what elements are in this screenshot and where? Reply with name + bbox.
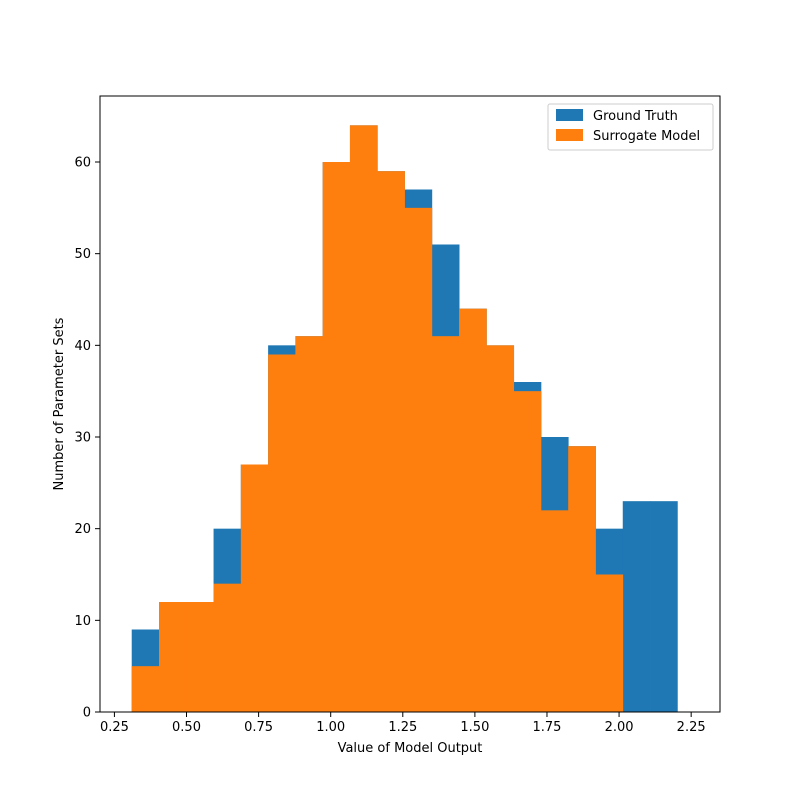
x-tick-label: 0.25 [100, 720, 129, 735]
y-tick-label: 60 [74, 156, 91, 171]
y-tick-label: 10 [74, 614, 91, 629]
bar-surrogate-model-14 [513, 391, 542, 712]
bar-ground-truth-18 [622, 501, 651, 712]
legend-swatch-ground-truth [556, 109, 583, 121]
bar-surrogate-model-8 [349, 125, 378, 712]
y-tick-label: 0 [83, 706, 91, 721]
y-tick-label: 30 [74, 431, 91, 446]
x-tick-label: 1.25 [388, 720, 417, 735]
bar-surrogate-model-15 [540, 510, 569, 712]
bar-surrogate-model-7 [322, 162, 351, 712]
legend: Ground Truth Surrogate Model [547, 103, 714, 151]
x-axis-label: Value of Model Output [338, 741, 483, 756]
x-tick-label: 0.75 [244, 720, 273, 735]
bar-surrogate-model-5 [268, 354, 296, 712]
bar-surrogate-model-17 [595, 574, 624, 712]
bars-layer [131, 125, 678, 713]
bar-surrogate-model-9 [377, 171, 405, 713]
x-tick-label: 1.00 [316, 720, 345, 735]
bar-ground-truth-19 [650, 501, 678, 712]
bar-surrogate-model-12 [459, 308, 487, 712]
x-tick-label: 1.75 [533, 720, 562, 735]
legend-frame [547, 103, 714, 151]
y-tick-label: 20 [74, 522, 91, 537]
bar-surrogate-model-6 [295, 336, 324, 712]
bar-surrogate-model-2 [186, 602, 214, 712]
y-tick-label: 50 [74, 247, 91, 262]
bar-surrogate-model-16 [568, 446, 596, 712]
bar-surrogate-model-10 [404, 207, 433, 712]
legend-swatch-surrogate-model [556, 129, 583, 141]
legend-label-ground-truth: Ground Truth [593, 109, 678, 124]
bar-surrogate-model-13 [486, 345, 515, 712]
x-tick-label: 2.25 [677, 720, 706, 735]
x-tick-label: 0.50 [172, 720, 201, 735]
x-axis: 0.25 0.50 0.75 1.00 1.25 1.50 1.75 2.00 2.25 [100, 712, 706, 735]
bar-surrogate-model-4 [240, 464, 269, 712]
y-tick-label: 40 [74, 339, 91, 354]
y-axis: 0 10 20 30 40 50 60 [74, 156, 100, 721]
bar-surrogate-model-11 [431, 336, 460, 712]
bar-surrogate-model-1 [159, 602, 187, 712]
x-tick-label: 1.50 [460, 720, 489, 735]
x-tick-label: 2.00 [605, 720, 634, 735]
plot-frame [99, 95, 721, 713]
bar-surrogate-model-3 [213, 583, 242, 712]
legend-label-surrogate-model: Surrogate Model [593, 129, 700, 144]
bar-surrogate-model-0 [131, 666, 160, 712]
y-axis-label: Number of Parameter Sets [52, 317, 67, 490]
